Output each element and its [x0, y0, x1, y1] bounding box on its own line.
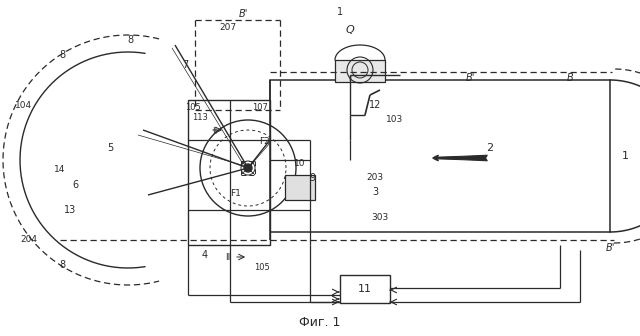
Text: B: B [566, 73, 573, 83]
Text: 11: 11 [358, 284, 372, 294]
Text: 1: 1 [337, 7, 343, 17]
Text: 105: 105 [254, 263, 270, 272]
Text: 8: 8 [59, 260, 65, 270]
Text: 4: 4 [202, 250, 208, 260]
Text: B': B' [238, 9, 248, 19]
Text: B': B' [605, 243, 614, 253]
Text: Фиг. 1: Фиг. 1 [300, 316, 340, 329]
Text: 13: 13 [64, 205, 76, 215]
Text: 3: 3 [372, 187, 378, 197]
Bar [335, 60, 385, 82]
Text: F2: F2 [259, 137, 269, 146]
Bar [188, 100, 270, 245]
Circle shape [244, 164, 252, 172]
Text: 1: 1 [621, 151, 628, 161]
Text: 9: 9 [309, 173, 315, 183]
Bar [285, 175, 315, 200]
Text: II: II [225, 253, 230, 262]
Text: B': B' [465, 73, 475, 83]
Text: 107: 107 [252, 103, 268, 113]
Text: 207: 207 [220, 24, 237, 33]
Text: 2: 2 [486, 143, 493, 153]
Text: 8: 8 [59, 50, 65, 60]
Text: 14: 14 [54, 166, 66, 174]
Text: 10: 10 [294, 159, 306, 168]
Text: 12: 12 [369, 100, 381, 110]
Text: 6: 6 [72, 180, 78, 190]
Text: 203: 203 [367, 173, 383, 182]
Text: Q: Q [346, 25, 355, 35]
Text: 5: 5 [107, 143, 113, 153]
Text: II: II [212, 127, 218, 136]
Bar [340, 275, 390, 303]
Text: 104: 104 [15, 100, 32, 110]
Text: 7: 7 [182, 60, 188, 70]
Text: 105: 105 [185, 103, 201, 113]
Bar [270, 80, 610, 232]
Text: 204: 204 [20, 236, 37, 245]
Text: F1: F1 [230, 190, 241, 199]
Text: 8: 8 [127, 35, 133, 45]
Text: 303: 303 [371, 213, 388, 222]
Text: 103: 103 [387, 116, 404, 125]
Text: 113: 113 [192, 114, 208, 123]
